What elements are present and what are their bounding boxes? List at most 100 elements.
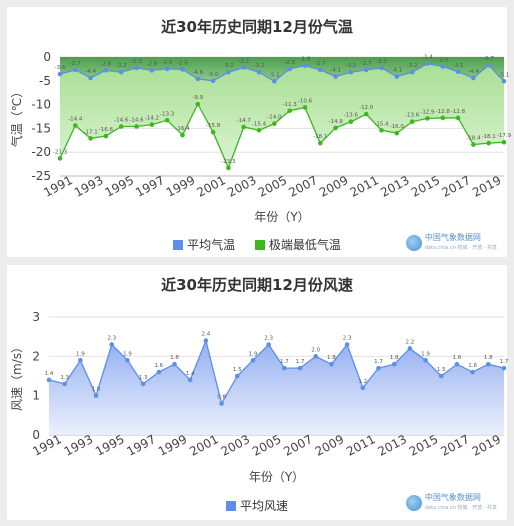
data-point [360,385,366,391]
data-point [501,365,507,371]
legend-swatch [225,501,236,511]
data-label: -4.1 [391,68,402,74]
data-point [313,354,319,359]
wind-legend: 平均风速 [7,497,507,514]
data-point [46,377,52,383]
data-label: -4.6 [192,70,203,76]
data-label: 0.8 [217,395,226,401]
x-tick-label: 1995 [103,173,137,200]
logo-name: 中国气象数据网 [424,233,481,242]
data-label: -2.0 [437,58,448,64]
data-point [210,129,216,135]
data-label: -2.3 [131,59,142,65]
y-tick-label: 0 [32,428,40,442]
legend-swatch [173,240,184,250]
data-label: -2.2 [238,58,249,64]
data-label: -13.6 [344,113,359,119]
wind-chart: 0 1 2 3 1.4 1.3 1.9 1.0 2.3 1.9 1.3 1.6 1.8 1.4 2.4 0.8… [10,310,509,484]
area-avg-wind [49,340,504,435]
temperature-legend: 平均气温 极端最低气温 [7,236,507,253]
data-point [219,401,224,406]
x-tick-label: 2005 [256,173,290,200]
data-point [486,62,491,68]
legend-item-avg-wind[interactable]: 平均风速 [225,497,288,514]
data-point [317,67,323,73]
data-label: -2.6 [177,60,188,66]
data-point [501,78,507,84]
data-point [425,61,430,66]
data-point [149,68,155,73]
data-label: -2.3 [376,59,387,65]
data-label: -11.3 [283,102,298,108]
data-point [440,115,446,121]
series-line-0 [48,338,505,406]
legend-item-min-temp[interactable]: 极端最低气温 [254,236,341,253]
x-tick-label: 2017 [439,173,473,200]
x-tick-label: 2007 [286,173,320,200]
data-point [187,377,193,383]
data-point [379,128,384,133]
data-label: 1.7 [374,359,383,365]
x-tick-label: 2013 [378,173,412,200]
x-tick-label: 2011 [348,173,382,200]
x-tick-label: 2019 [470,432,504,459]
data-label: -3.2 [254,63,265,69]
y-tick-label: 0 [43,50,51,64]
data-point [103,68,109,73]
cma-logo-icon [405,495,422,511]
data-label: -14.2 [145,116,159,122]
data-point [287,108,292,114]
data-label: -23.3 [221,159,236,165]
data-label: -5.0 [208,72,219,78]
data-point [73,123,78,128]
x-tick-label: 2013 [376,432,410,459]
data-point [407,346,413,351]
y-tick-label: -25 [31,169,51,183]
data-point [172,361,177,367]
y-tick-label: 3 [32,310,40,324]
data-point [471,75,476,81]
data-label: -1.4 [422,55,433,61]
data-point [409,69,415,75]
wind-chart-title: 近30年历史同期12月份风速 [161,276,353,294]
data-point [93,393,99,398]
data-point [471,142,476,147]
data-label: -2.7 [315,61,326,67]
data-label: 1.3 [139,375,148,381]
data-label: -17.9 [497,133,512,139]
data-label: 1.8 [453,355,462,361]
data-label: -2.7 [361,61,372,67]
data-point [241,65,247,70]
legend-label: 平均气温 [187,238,236,252]
data-label: 1.5 [437,367,446,373]
data-point [348,119,354,125]
data-point [180,67,185,72]
data-label: -10.6 [298,98,313,104]
data-point [379,65,384,71]
data-label: -17.1 [84,129,98,135]
data-label: 2.4 [202,332,211,338]
data-point [329,361,334,367]
data-label: -1.8 [300,57,311,63]
data-label: -14.9 [328,119,343,125]
data-point [455,115,461,121]
legend-item-avg-temp[interactable]: 平均气温 [173,236,235,253]
data-point [287,66,292,72]
data-point [118,69,124,75]
x-tick-label: 2007 [281,432,315,459]
x-tick-label: 2015 [407,432,441,459]
y-tick-label: 1 [32,389,40,403]
data-point [363,67,369,73]
data-point [297,365,303,371]
area-min-temp [60,57,504,168]
data-label: 1.3 [60,375,69,381]
data-label: 1.7 [500,359,509,365]
x-tick-label: 1999 [156,432,190,459]
data-point [256,69,262,75]
data-label: 1.7 [296,359,305,365]
data-label: -14.6 [114,117,129,123]
x-tick-label: 2011 [344,432,378,459]
data-point [333,74,338,79]
data-point [282,365,287,371]
data-label: -12.8 [451,109,466,115]
